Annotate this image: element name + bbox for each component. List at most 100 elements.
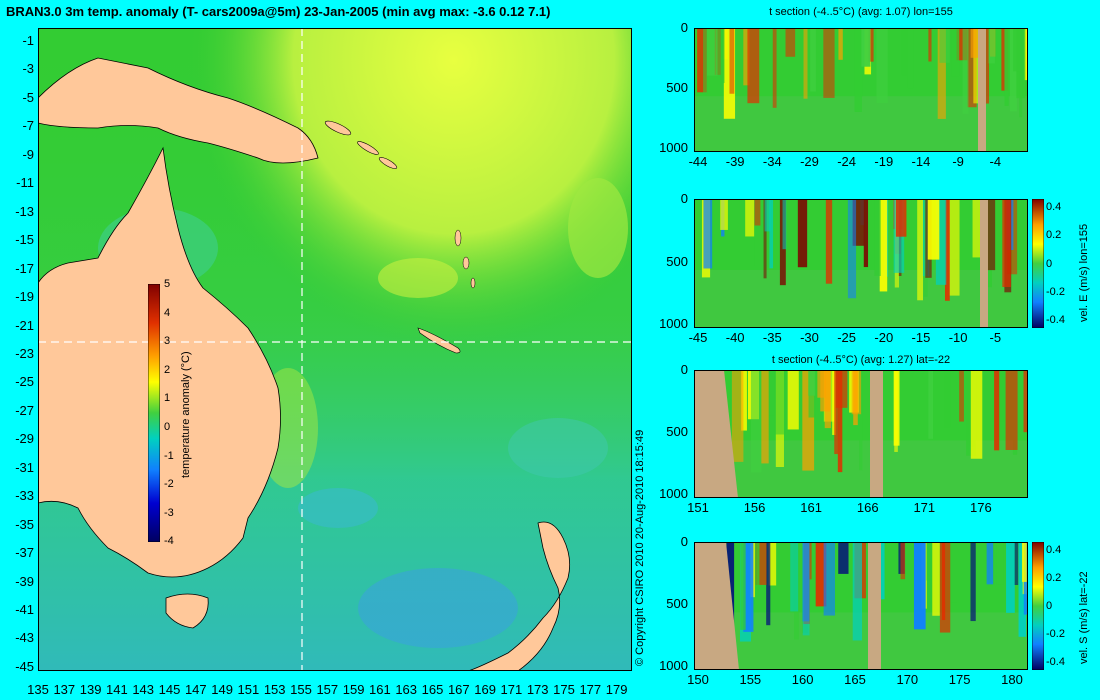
lon-tick-label: 163 <box>395 682 418 697</box>
lat-tick-label: -13 <box>15 203 34 219</box>
map-colorbar-tick: 2 <box>164 363 171 376</box>
depth-tick-label: 1000 <box>659 658 688 673</box>
lat-tick-label: -25 <box>15 374 34 390</box>
map-title: BRAN3.0 3m temp. anomaly (T- cars2009a@5… <box>6 4 551 19</box>
x-tick-label: 180 <box>1001 672 1023 687</box>
depth-tick-label: 0 <box>680 20 688 35</box>
x-tick-label: -4 <box>989 154 1002 169</box>
map-colorbar-tick: -2 <box>164 478 174 491</box>
lon-tick-label: 141 <box>106 682 128 697</box>
lat-tick-label: -33 <box>15 488 34 504</box>
map-colorbar-tick: -4 <box>164 535 174 548</box>
lat-tick-label: -11 <box>16 175 34 191</box>
temperature-anomaly-map[interactable] <box>38 28 632 671</box>
lat-tick-label: -19 <box>15 289 34 305</box>
lat-tick-label: -39 <box>15 573 34 589</box>
x-tick-label: -24 <box>837 154 857 169</box>
map-colorbar-tick: 5 <box>164 278 171 290</box>
x-tick-label: -29 <box>800 154 819 169</box>
tasmania <box>165 593 209 629</box>
new-guinea <box>38 57 319 164</box>
x-tick-label: -20 <box>874 330 894 345</box>
lat-tick-label: -27 <box>15 402 34 418</box>
lat-tick-label: -5 <box>22 89 34 105</box>
x-tick-label: 171 <box>913 500 936 515</box>
lat-tick-label: -1 <box>22 33 34 48</box>
x-tick-label: -45 <box>688 330 708 345</box>
lat-tick-label: -21 <box>15 317 34 333</box>
map-colorbar-tick: 3 <box>164 335 171 348</box>
x-tick-label: -9 <box>952 154 964 169</box>
velocity-colorbar-tick: 0.4 <box>1046 201 1062 213</box>
lon-tick-label: 179 <box>605 682 628 697</box>
lat-tick-label: -15 <box>15 232 34 248</box>
copyright-text: © Copyright CSIRO 2010 20-Aug-2010 18:15… <box>634 429 646 666</box>
vanuatu <box>454 229 476 289</box>
lon-tick-label: 147 <box>184 682 207 697</box>
x-tick-label: -14 <box>911 154 931 169</box>
section-panel-title: t section (-4..5°C) (avg: 1.27) lat=-22 <box>771 354 951 366</box>
depth-tick-label: 0 <box>680 534 688 549</box>
lon-tick-label: 139 <box>79 682 102 697</box>
velocity-colorbar <box>1032 199 1044 328</box>
map-colorbar-tick: 1 <box>164 392 171 405</box>
lon-tick-label: 161 <box>369 682 391 697</box>
depth-tick-label: 500 <box>666 80 688 95</box>
lon-tick-label: 149 <box>211 682 233 697</box>
lon-tick-label: 177 <box>579 682 602 697</box>
x-tick-label: 156 <box>743 500 766 515</box>
section-plot[interactable] <box>694 199 1028 328</box>
depth-tick-label: 500 <box>666 596 688 611</box>
lon-tick-label: 143 <box>132 682 155 697</box>
lon-tick-label: 173 <box>526 682 549 697</box>
lon-tick-label: 137 <box>53 682 76 697</box>
lon-tick-label: 159 <box>342 682 365 697</box>
x-tick-label: -35 <box>762 330 782 345</box>
x-tick-label: 150 <box>687 672 709 687</box>
map-colorbar-label: temperature anomaly (°C) <box>180 351 192 478</box>
depth-tick-label: 500 <box>666 424 688 439</box>
lat-tick-label: -23 <box>15 345 34 361</box>
new-zealand <box>467 521 571 671</box>
lat-tick-label: -7 <box>22 118 34 134</box>
lon-tick-label: 153 <box>263 682 286 697</box>
velocity-colorbar-label: vel. E (m/s) lon=155 <box>1078 223 1090 322</box>
lon-tick-label: 151 <box>237 682 260 697</box>
x-tick-label: 160 <box>791 672 814 687</box>
lon-tick-label: 171 <box>500 682 523 697</box>
lon-tick-label: 135 <box>27 682 49 697</box>
velocity-colorbar-tick: -0.2 <box>1046 285 1065 298</box>
x-tick-label: -5 <box>989 330 1002 345</box>
x-tick-label: -15 <box>911 330 931 345</box>
map-colorbar-tick: -1 <box>164 449 174 462</box>
lat-tick-label: -41 <box>15 602 34 617</box>
depth-tick-label: 0 <box>680 362 688 377</box>
lat-tick-label: -3 <box>22 61 34 77</box>
velocity-colorbar-tick: 0 <box>1046 600 1053 612</box>
depth-tick-label: 1000 <box>659 316 688 331</box>
x-tick-label: -40 <box>725 330 745 345</box>
lon-tick-label: 167 <box>447 682 470 697</box>
lat-tick-label: -43 <box>15 630 34 646</box>
x-tick-label: 165 <box>844 672 866 687</box>
velocity-colorbar-tick: 0.2 <box>1046 572 1062 584</box>
map-colorbar-tick: 4 <box>164 306 171 319</box>
section-plot[interactable] <box>694 542 1028 670</box>
x-tick-label: -19 <box>874 154 894 169</box>
lon-tick-label: 165 <box>421 682 444 697</box>
velocity-colorbar-tick: 0.4 <box>1046 544 1062 556</box>
section-plot[interactable] <box>694 28 1028 152</box>
section-plot[interactable] <box>694 370 1028 498</box>
x-tick-label: 176 <box>970 500 992 515</box>
x-tick-label: -30 <box>800 330 819 345</box>
map-colorbar <box>148 284 160 542</box>
x-tick-label: -39 <box>725 154 745 169</box>
section-panel-title: t section (-4..5°C) (avg: 1.07) lon=155 <box>769 6 953 18</box>
x-tick-label: -25 <box>837 330 857 345</box>
lat-tick-label: -17 <box>15 260 34 276</box>
solomon-islands <box>324 120 398 169</box>
velocity-colorbar-tick: -0.4 <box>1046 656 1065 668</box>
depth-tick-label: 500 <box>666 253 688 269</box>
x-tick-label: -34 <box>762 154 782 169</box>
velocity-colorbar-tick: 0.2 <box>1046 229 1062 242</box>
